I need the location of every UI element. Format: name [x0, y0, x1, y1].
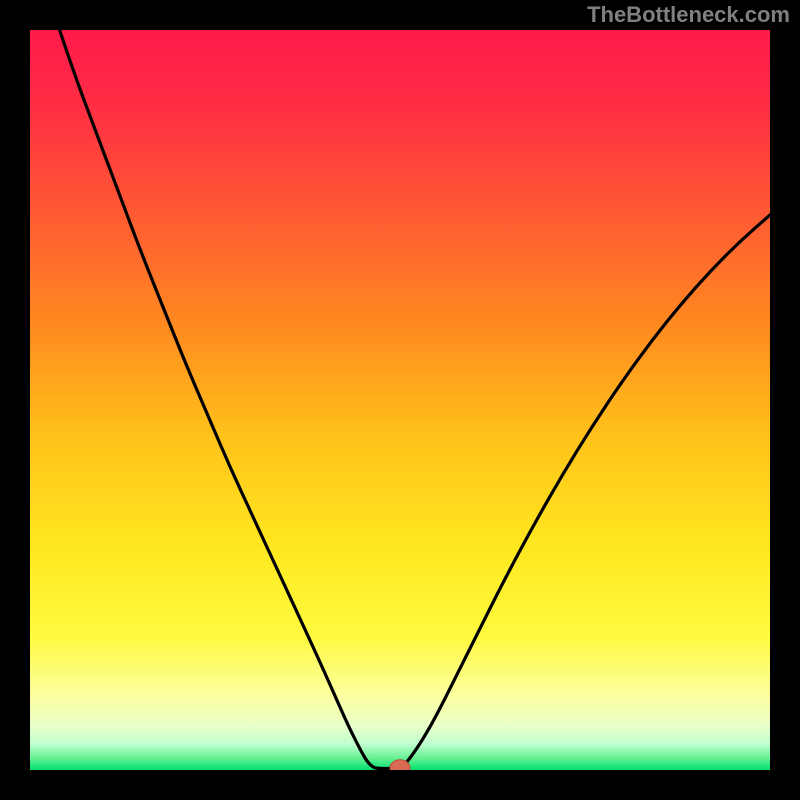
source-label: TheBottleneck.com: [587, 2, 790, 28]
optimal-point-marker: [390, 760, 410, 770]
marker-svg: [30, 30, 770, 770]
chart-container: TheBottleneck.com: [0, 0, 800, 800]
plot-area: [30, 30, 770, 770]
